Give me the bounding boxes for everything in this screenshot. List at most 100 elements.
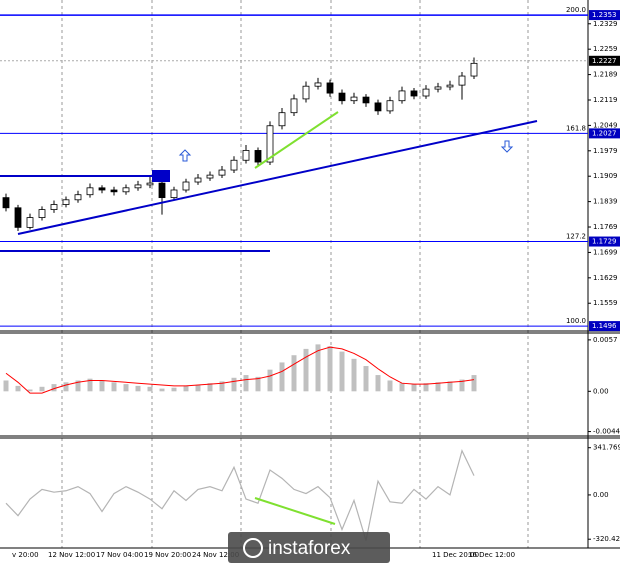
macd-bar — [171, 387, 177, 392]
candle-body — [206, 174, 214, 179]
candle-body — [194, 177, 202, 183]
candle-body — [242, 150, 250, 161]
y-tick-label: 0.00 — [593, 491, 609, 499]
frames — [0, 0, 620, 549]
price-box — [589, 10, 620, 21]
y-tick-label: 1.1909 — [593, 172, 618, 180]
cci-line — [5, 449, 475, 541]
candle-body — [290, 98, 298, 114]
candle-body — [458, 75, 466, 86]
watermark-text: instaforex — [268, 538, 351, 559]
candle-body — [410, 90, 418, 97]
macd-bar — [363, 366, 369, 392]
candle-body — [350, 96, 358, 102]
macd-bar — [243, 375, 249, 392]
candle-body — [62, 199, 70, 205]
macd-bar — [279, 362, 285, 392]
candle-body — [278, 112, 286, 127]
plot: 1.2329 1.2259 1.2189 1.2119 1.2049 1.1979 1.19… — [0, 6, 620, 559]
macd-bar — [267, 369, 273, 392]
y-tick-label: -0.00446 — [593, 428, 620, 436]
macd-bar — [459, 379, 465, 392]
macd-bar — [111, 382, 117, 392]
candle-body — [314, 82, 322, 87]
macd-bar — [291, 355, 297, 392]
y-tick-label: 1.2329 — [593, 20, 618, 28]
x-tick-label: v 20:00 — [12, 551, 39, 559]
candle-body — [218, 169, 226, 176]
candle-body — [86, 187, 94, 196]
x-tick-label: 11 Dec 20:00 — [432, 551, 479, 559]
current-price-label: 1.2227 — [592, 57, 617, 65]
candle-body — [374, 102, 382, 112]
macd-bar — [339, 351, 345, 392]
price-box-label: 1.2027 — [592, 129, 617, 137]
y-tick-label: 0.00 — [593, 387, 609, 395]
candle-body — [230, 159, 238, 171]
candle-body — [2, 197, 10, 209]
candle-body — [326, 82, 334, 94]
price-box — [589, 321, 620, 332]
macd-bar — [39, 386, 45, 392]
macd-bar — [471, 375, 477, 392]
macd-bar — [423, 383, 429, 392]
x-tick-label: 17 Nov 04:00 — [96, 551, 143, 559]
candle-body — [446, 84, 454, 88]
y-tick-label: 1.2259 — [593, 45, 618, 53]
candle-body — [74, 194, 82, 201]
macd-bar — [135, 385, 141, 392]
macd-bar — [63, 382, 69, 392]
candle-body — [26, 217, 34, 228]
macd-bar — [123, 384, 129, 392]
macd-bar — [387, 380, 393, 392]
candle-body — [362, 96, 370, 104]
candle-body — [38, 209, 46, 218]
fib-level-label: 200.0 — [566, 6, 586, 14]
y-tick-label: 1.2119 — [593, 96, 618, 104]
candle-body — [158, 182, 166, 199]
macd-bar — [447, 381, 453, 392]
candle-body — [338, 92, 346, 102]
price-box — [589, 236, 620, 247]
macd-bar — [231, 377, 237, 392]
macd-bar — [351, 358, 357, 392]
macd-bar — [411, 384, 417, 392]
candle-body — [122, 187, 130, 193]
price-box-label: 1.1729 — [592, 238, 617, 246]
candle-body — [434, 86, 442, 90]
price-box — [589, 55, 620, 66]
price-box-label: 1.1496 — [592, 322, 617, 330]
candle-body — [254, 150, 262, 163]
macd-bar — [75, 380, 81, 392]
macd-bar — [15, 385, 21, 392]
y-tick-label: 1.1769 — [593, 223, 618, 231]
macd-bar — [183, 385, 189, 392]
macd-bar — [207, 383, 213, 392]
macd-bar — [219, 381, 225, 392]
y-tick-label: 1.2049 — [593, 121, 618, 129]
macd-bar — [303, 348, 309, 392]
y-tick-label: 341.7693 — [593, 444, 620, 452]
candle-body — [110, 189, 118, 193]
y-tick-label: 1.2189 — [593, 71, 618, 79]
macd-bar — [327, 346, 333, 392]
candle-body — [170, 189, 178, 199]
candle-body — [146, 182, 154, 186]
price-box — [589, 128, 620, 139]
candle-body — [470, 62, 478, 77]
macd-bar — [87, 378, 93, 392]
candle-body — [266, 125, 274, 163]
macd-bar — [159, 388, 165, 392]
macd-bar — [255, 376, 261, 392]
macd-bar — [399, 383, 405, 392]
x-tick-label: 24 Nov 12:00 — [192, 551, 239, 559]
macd-bar — [195, 384, 201, 392]
annotations — [0, 111, 538, 525]
watermark: instaforex — [228, 532, 390, 563]
macd-bar — [27, 389, 33, 392]
price-box-label: 1.2353 — [592, 11, 617, 19]
candle-body — [134, 184, 142, 189]
x-tick-label: 19 Nov 20:00 — [144, 551, 191, 559]
fib-level-label: 127.2 — [566, 233, 586, 241]
y-tick-label: -320.422 — [593, 535, 620, 543]
